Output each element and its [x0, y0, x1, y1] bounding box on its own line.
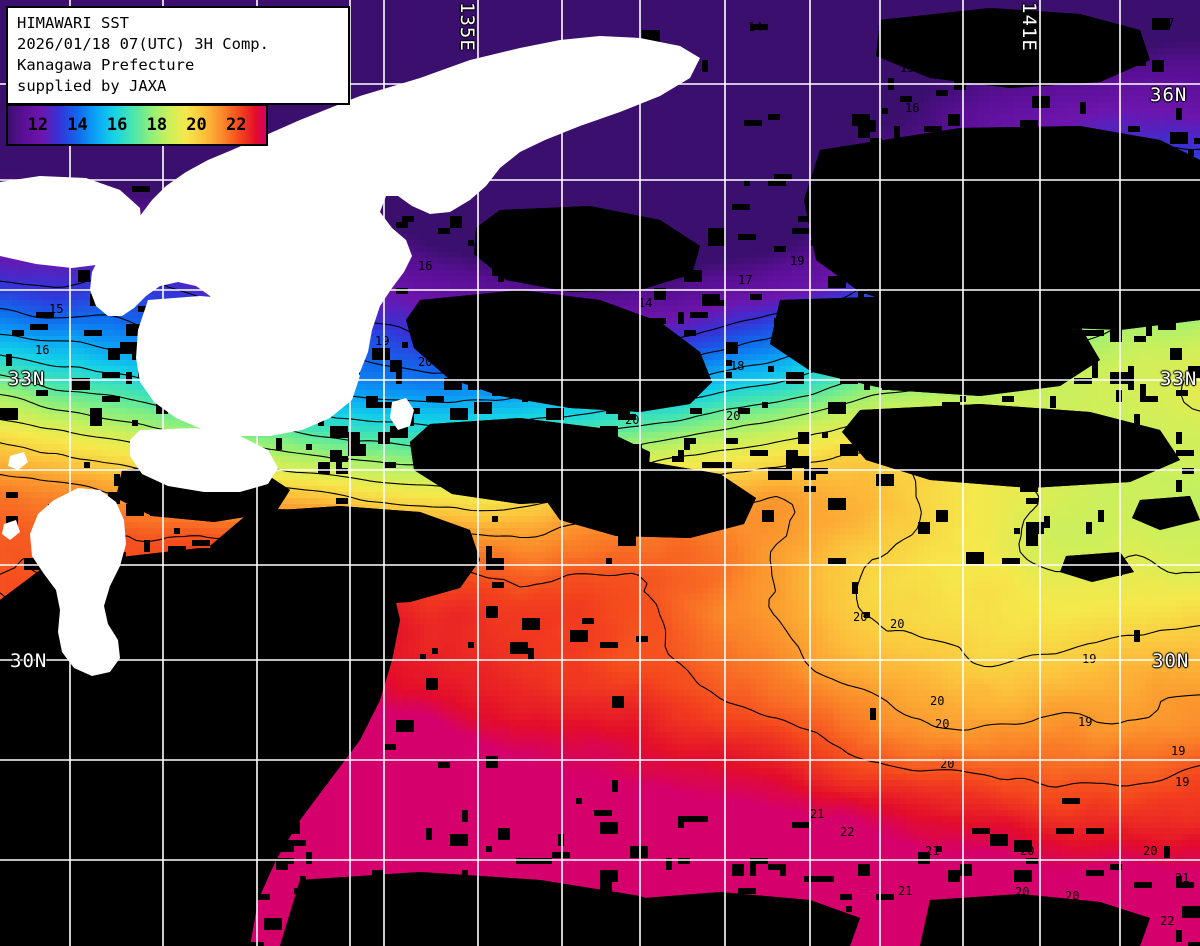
contour-label-20: 20 [940, 757, 954, 771]
contour-label-22: 22 [840, 825, 854, 839]
land-continent-nw [0, 176, 142, 268]
contour-label-20: 20 [625, 413, 639, 427]
contour-label-20: 20 [1020, 844, 1034, 858]
nodata-overlay-cloud-sse [920, 894, 1150, 946]
land-izu-peninsula [390, 398, 414, 430]
contour-label-20: 20 [890, 617, 904, 631]
contour-label-19: 19 [566, 361, 580, 375]
contour-label-17: 17 [1160, 16, 1174, 30]
contour-label-19: 19 [1171, 744, 1185, 758]
contour-label-20: 20 [672, 473, 686, 487]
land-kyushu [30, 488, 126, 676]
title-box: HIMAWARI SST 2026/01/18 07(UTC) 3H Comp.… [6, 6, 350, 105]
contour-label-21: 21 [810, 807, 824, 821]
contour-label-15: 15 [900, 61, 914, 75]
contour-label-21: 21 [925, 844, 939, 858]
contour-label-15: 15 [648, 321, 662, 335]
nodata-overlay-cloud-south-shelf [210, 506, 480, 606]
colorbar-tick-16: 16 [107, 115, 127, 135]
contour-label-18: 18 [1160, 287, 1174, 301]
land-shikoku [130, 428, 278, 492]
contour-label-20: 20 [726, 409, 740, 423]
contour-label-19: 19 [1078, 715, 1092, 729]
colorbar-tick-18: 18 [147, 115, 167, 135]
contour-label-21: 21 [175, 694, 189, 708]
contour-label-20: 20 [1065, 889, 1079, 903]
colorbar-tick-22: 22 [226, 115, 246, 135]
nodata-overlay-cloud-mid-r1 [1132, 496, 1200, 530]
colorbar-tick-layer: 12 14 16 18 20 22 [8, 106, 266, 144]
contour-label-20: 20 [660, 377, 674, 391]
contour-label-17: 17 [1030, 274, 1044, 288]
nodata-overlay-cloud-front-1 [406, 290, 712, 412]
contour-label-16: 16 [418, 259, 432, 273]
contour-label-20: 20 [1143, 844, 1157, 858]
contour-label-14: 14 [748, 20, 762, 34]
contour-label-18: 18 [1055, 351, 1069, 365]
contour-label-16: 16 [35, 343, 49, 357]
land-island-w-2 [2, 520, 20, 540]
contour-label-16: 16 [905, 101, 919, 115]
title-line-provider: Kanagawa Prefecture [17, 55, 339, 76]
land-chugoku-kinki [136, 296, 360, 436]
nodata-overlay-cloud-nne [876, 8, 1150, 88]
nodata-overlay-cloud-front-2 [474, 206, 700, 292]
colorbar-gradient [8, 106, 266, 144]
land-mask [0, 36, 700, 676]
contour-label-16: 16 [877, 24, 891, 38]
colorbar-tick-14: 14 [67, 115, 87, 135]
contour-label-19: 19 [1147, 446, 1161, 460]
contour-label-22: 22 [1160, 914, 1174, 928]
land-island-sw-2 [80, 596, 88, 626]
contour-label-15: 15 [49, 302, 63, 316]
contour-label-21: 21 [265, 769, 279, 783]
contour-label-17: 17 [738, 273, 752, 287]
land-island-sw-1 [76, 622, 92, 650]
contour-label-20: 20 [418, 355, 432, 369]
contour-label-19: 19 [1175, 775, 1189, 789]
title-line-product: HIMAWARI SST [17, 13, 339, 34]
contour-label-21: 21 [898, 884, 912, 898]
contour-label-20: 20 [930, 694, 944, 708]
contour-label-21: 21 [1175, 871, 1189, 885]
contour-label-20: 20 [1041, 371, 1055, 385]
colorbar-tick-12: 12 [28, 115, 48, 135]
land-island-w-1 [8, 452, 28, 470]
contour-label-14: 14 [638, 296, 652, 310]
contour-label-20: 20 [1015, 885, 1029, 899]
sst-colorbar[interactable]: 12 14 16 18 20 22 [6, 104, 268, 146]
contour-label-16: 16 [801, 321, 815, 335]
contour-label-19: 19 [790, 254, 804, 268]
contour-label-19: 19 [1082, 652, 1096, 666]
contour-label-20: 20 [853, 610, 867, 624]
contour-label-19: 19 [375, 334, 389, 348]
title-line-datetime: 2026/01/18 07(UTC) 3H Comp. [17, 34, 339, 55]
nodata-overlay-cloud-ne-big [804, 126, 1200, 330]
contour-label-18: 18 [730, 359, 744, 373]
contour-label-20: 20 [935, 717, 949, 731]
title-line-source: supplied by JAXA [17, 76, 339, 97]
colorbar-tick-20: 20 [186, 115, 206, 135]
